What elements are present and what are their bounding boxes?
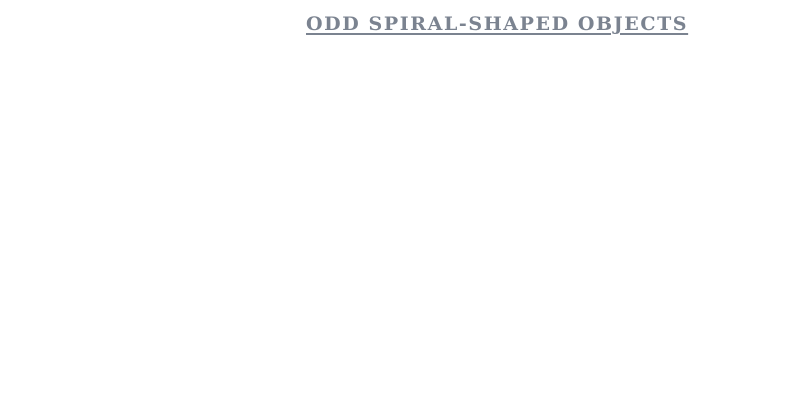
page-title-link[interactable]: ODD SPIRAL-SHAPED OBJECTS [306,13,689,35]
